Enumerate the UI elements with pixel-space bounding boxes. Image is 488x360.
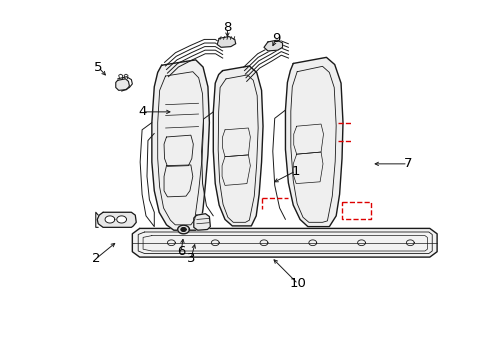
Polygon shape [285, 57, 342, 226]
Polygon shape [264, 40, 282, 51]
Polygon shape [97, 212, 136, 227]
Polygon shape [132, 228, 436, 257]
Text: 4: 4 [138, 105, 146, 118]
Text: 6: 6 [177, 245, 185, 258]
Polygon shape [217, 37, 235, 47]
Text: 3: 3 [186, 252, 195, 265]
Polygon shape [117, 216, 126, 223]
Text: 9: 9 [271, 32, 280, 45]
Polygon shape [116, 79, 129, 90]
Text: 10: 10 [289, 278, 306, 291]
Polygon shape [177, 225, 189, 234]
Polygon shape [105, 216, 115, 223]
Text: 2: 2 [91, 252, 100, 265]
Text: 1: 1 [291, 165, 299, 177]
Polygon shape [193, 214, 210, 230]
Polygon shape [213, 66, 263, 226]
Polygon shape [152, 60, 209, 230]
Polygon shape [181, 228, 185, 231]
Text: 7: 7 [403, 157, 411, 170]
Text: 8: 8 [223, 21, 231, 34]
Text: 5: 5 [94, 60, 102, 73]
